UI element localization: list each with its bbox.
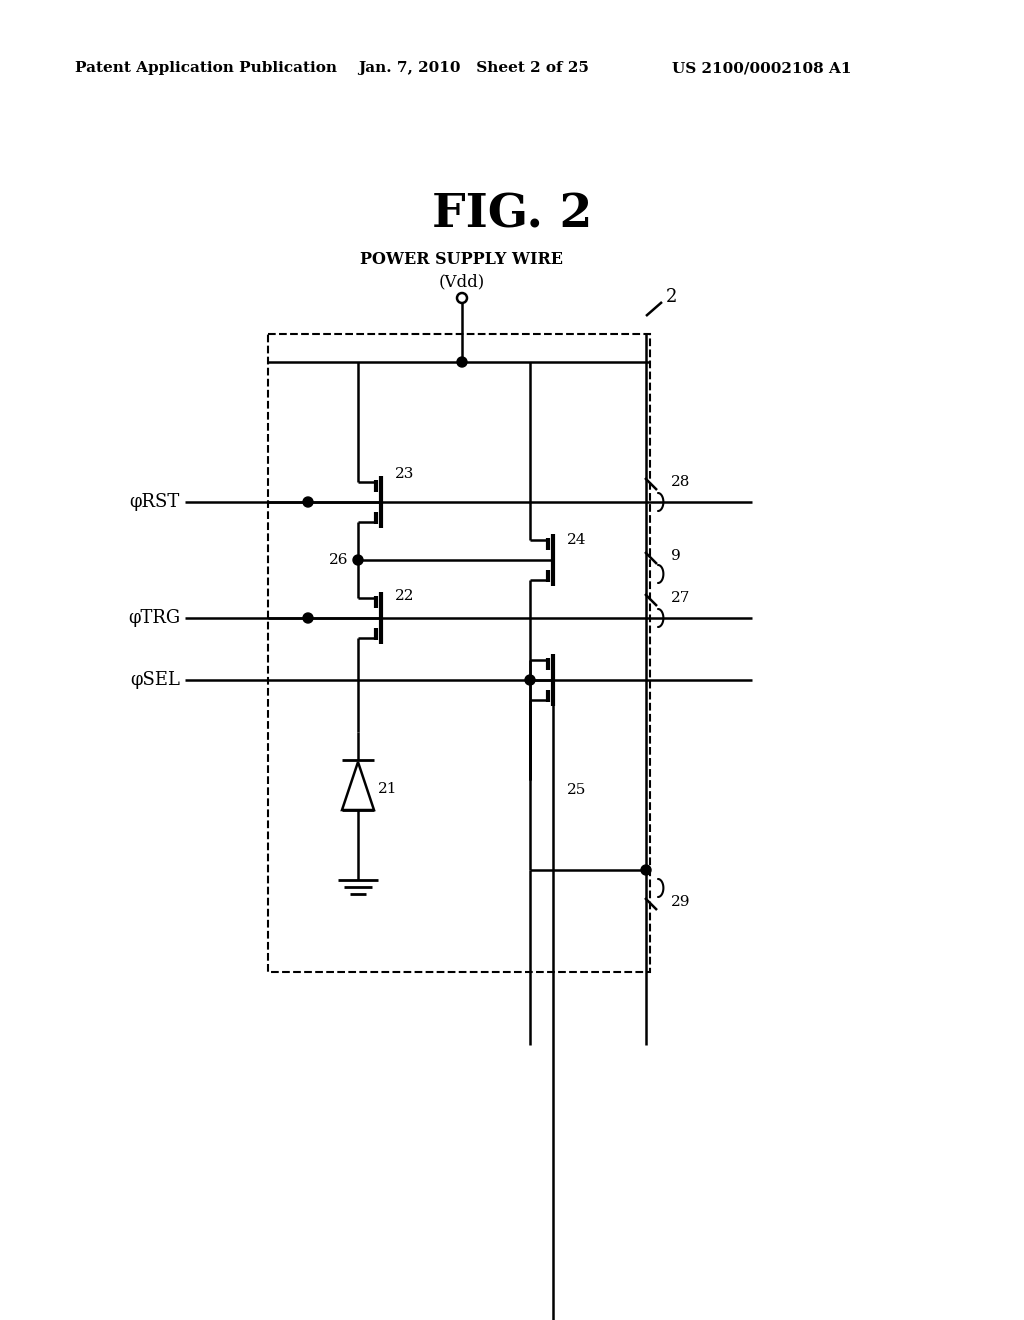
Circle shape [457, 356, 467, 367]
Circle shape [457, 293, 467, 304]
Circle shape [353, 554, 362, 565]
Text: 22: 22 [395, 589, 415, 603]
Text: POWER SUPPLY WIRE: POWER SUPPLY WIRE [360, 252, 563, 268]
Text: φSEL: φSEL [130, 671, 180, 689]
Text: FIG. 2: FIG. 2 [432, 191, 592, 238]
Text: 9: 9 [671, 549, 681, 564]
Circle shape [303, 612, 313, 623]
Text: (Vdd): (Vdd) [439, 273, 485, 290]
Text: Jan. 7, 2010   Sheet 2 of 25: Jan. 7, 2010 Sheet 2 of 25 [358, 61, 589, 75]
Text: Patent Application Publication: Patent Application Publication [75, 61, 337, 75]
Text: 25: 25 [567, 783, 587, 797]
Text: 27: 27 [671, 591, 690, 605]
Circle shape [303, 498, 313, 507]
Text: US 2100/0002108 A1: US 2100/0002108 A1 [672, 61, 852, 75]
Text: φTRG: φTRG [128, 609, 180, 627]
Circle shape [641, 865, 651, 875]
Text: 26: 26 [329, 553, 348, 568]
Text: 29: 29 [671, 895, 690, 909]
Text: 28: 28 [671, 475, 690, 488]
Text: 2: 2 [666, 288, 677, 306]
Text: φRST: φRST [130, 492, 180, 511]
Text: 21: 21 [378, 781, 397, 796]
Text: 23: 23 [395, 467, 415, 480]
Text: 24: 24 [567, 533, 587, 546]
Circle shape [525, 675, 535, 685]
